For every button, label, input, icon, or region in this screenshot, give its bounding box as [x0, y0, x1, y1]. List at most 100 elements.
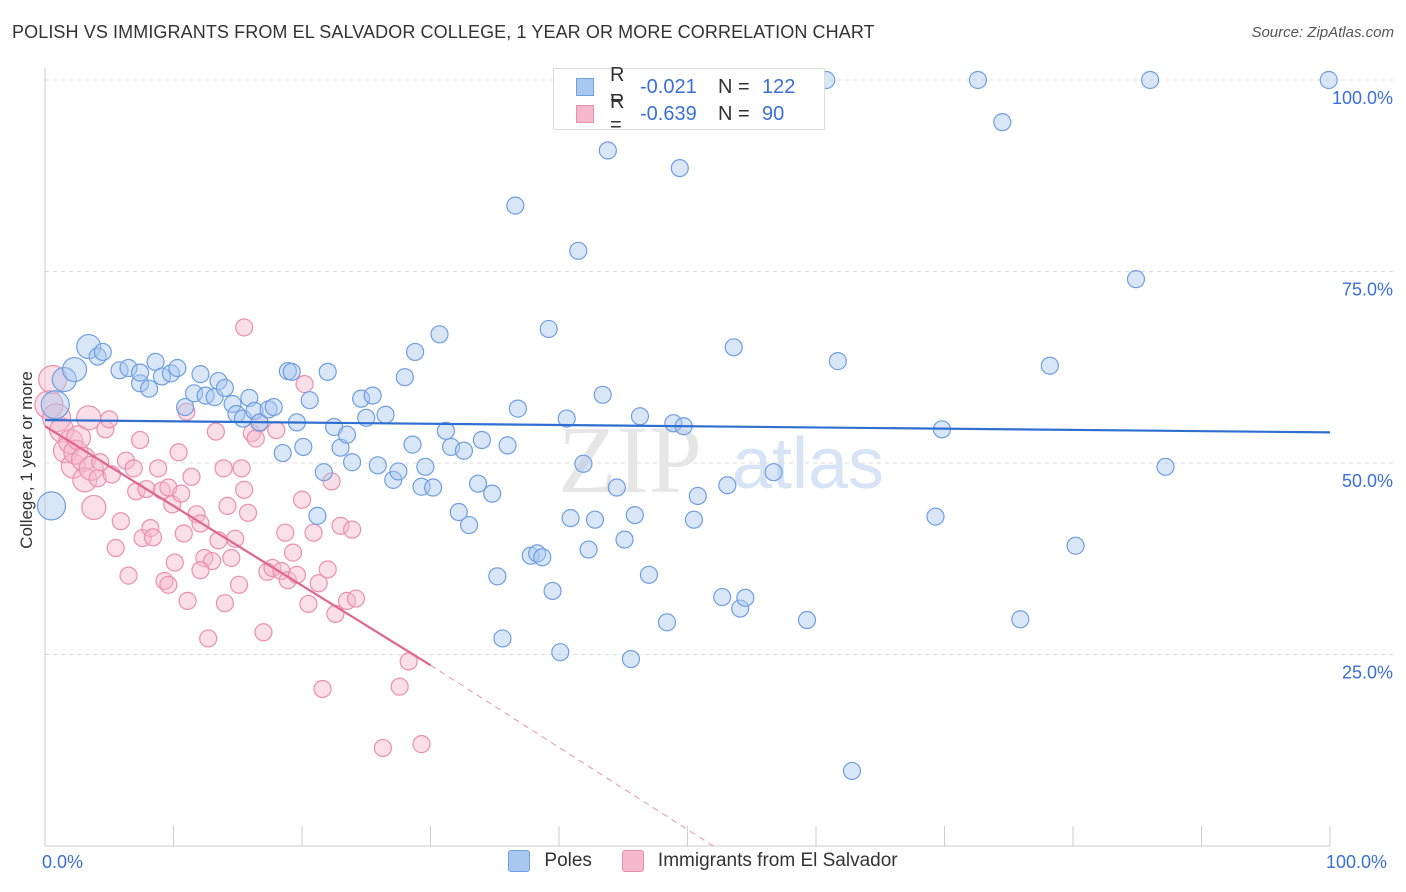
data-point	[278, 571, 297, 590]
data-point	[508, 399, 527, 418]
data-point	[436, 421, 456, 440]
data-point	[168, 358, 187, 378]
data-point	[292, 490, 312, 509]
data-point	[352, 389, 371, 408]
data-point	[472, 430, 491, 450]
data-point	[106, 538, 125, 558]
data-point	[299, 594, 318, 614]
data-point	[36, 491, 67, 521]
data-point	[318, 362, 337, 381]
legend-label-poles: Poles	[544, 850, 592, 871]
data-point	[165, 553, 184, 572]
data-point	[78, 455, 104, 481]
data-point	[1066, 536, 1085, 555]
axes	[44, 68, 1331, 847]
data-point	[264, 397, 283, 417]
data-point	[308, 506, 327, 525]
data-point	[245, 401, 264, 421]
data-point	[273, 443, 292, 463]
data-point	[116, 451, 136, 470]
data-point	[184, 384, 204, 403]
legend-item-el-salvador: Immigrants from El Salvador	[621, 850, 898, 872]
data-point	[218, 496, 237, 515]
data-point	[993, 113, 1012, 132]
data-point	[688, 486, 707, 506]
data-point	[51, 366, 77, 393]
x-tick-label-max: 100.0%	[1326, 852, 1388, 872]
data-point	[1011, 610, 1030, 629]
data-point	[1140, 70, 1160, 90]
data-point	[130, 430, 150, 450]
data-point	[246, 429, 265, 448]
data-point	[41, 403, 72, 433]
y-tick-label: 100.0%	[1332, 88, 1393, 108]
data-point	[1319, 70, 1338, 90]
data-point	[282, 362, 301, 381]
data-point	[615, 530, 634, 549]
data-point	[61, 356, 88, 383]
data-point	[684, 510, 704, 529]
data-point	[304, 523, 323, 542]
data-point	[1126, 270, 1146, 289]
data-point	[968, 70, 988, 90]
data-point	[621, 649, 641, 669]
data-point	[585, 510, 605, 529]
y-tick-label: 75.0%	[1342, 280, 1393, 300]
data-point	[574, 454, 593, 473]
data-point	[557, 409, 576, 428]
data-point	[295, 375, 314, 394]
data-point	[206, 422, 226, 441]
data-point	[664, 414, 683, 433]
n-label: N =	[718, 75, 750, 98]
data-point	[724, 338, 743, 357]
data-point	[130, 374, 150, 393]
data-point	[191, 561, 210, 580]
data-point	[493, 629, 512, 648]
data-point	[119, 358, 138, 378]
data-point	[229, 575, 249, 594]
data-point	[223, 394, 242, 414]
r-label: R =	[610, 91, 625, 136]
data-point	[215, 594, 234, 613]
data-point	[569, 241, 588, 260]
data-point	[416, 457, 435, 476]
poles-swatch	[576, 78, 594, 96]
data-point	[148, 459, 168, 478]
data-point	[100, 410, 119, 429]
data-point	[287, 565, 306, 584]
data-point	[232, 459, 251, 478]
data-point	[625, 505, 644, 525]
data-point	[764, 463, 783, 482]
data-point	[368, 456, 387, 475]
data-point	[630, 407, 650, 426]
n-value: 122	[762, 75, 796, 98]
data-point	[313, 679, 332, 699]
data-point	[483, 484, 502, 503]
r-value: -0.639	[640, 102, 697, 125]
data-point	[498, 436, 517, 455]
data-point	[111, 512, 130, 531]
data-point	[639, 565, 659, 584]
data-point	[214, 459, 233, 478]
data-point	[133, 528, 152, 548]
data-point	[376, 405, 395, 424]
data-point	[1156, 457, 1175, 476]
data-point	[322, 472, 341, 491]
data-point	[713, 587, 732, 607]
data-point	[294, 437, 313, 457]
data-point	[124, 459, 143, 478]
data-point	[81, 494, 107, 521]
data-point	[337, 425, 357, 444]
legend-item-poles: Poles	[508, 850, 592, 872]
data-point	[178, 591, 197, 610]
data-point	[139, 379, 159, 398]
data-point	[215, 378, 234, 398]
data-point	[235, 480, 254, 499]
data-point	[169, 443, 188, 462]
data-point	[539, 319, 558, 339]
n-value: 90	[762, 102, 785, 125]
data-point	[159, 575, 178, 594]
data-point	[593, 385, 612, 404]
data-point	[607, 478, 626, 497]
